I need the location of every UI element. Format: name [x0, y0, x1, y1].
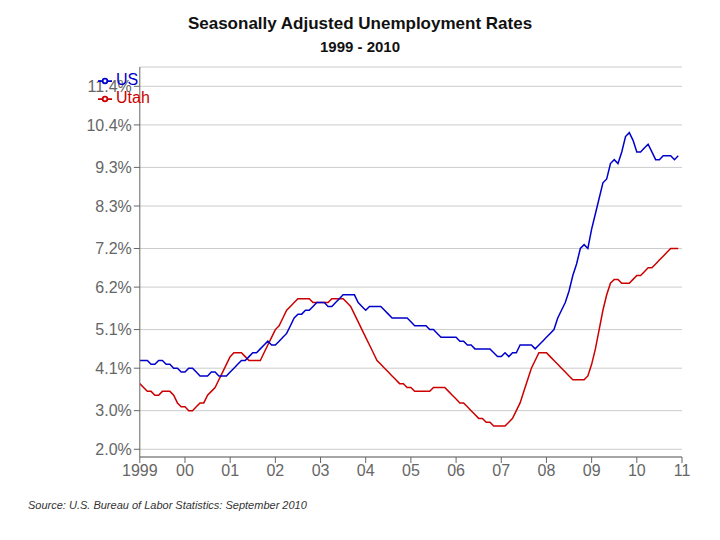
svg-text:5.1%: 5.1%	[95, 321, 131, 338]
svg-text:4.1%: 4.1%	[95, 360, 131, 377]
svg-text:03: 03	[312, 462, 330, 479]
svg-text:09: 09	[583, 462, 601, 479]
svg-text:00: 00	[176, 462, 194, 479]
svg-text:07: 07	[492, 462, 510, 479]
svg-text:06: 06	[447, 462, 465, 479]
svg-text:9.3%: 9.3%	[95, 159, 131, 176]
svg-text:3.0%: 3.0%	[95, 402, 131, 419]
svg-text:04: 04	[357, 462, 375, 479]
svg-text:11.4%: 11.4%	[88, 78, 132, 95]
svg-text:7.2%: 7.2%	[95, 240, 131, 257]
svg-text:2.0%: 2.0%	[95, 441, 131, 458]
svg-text:02: 02	[266, 462, 284, 479]
svg-text:01: 01	[221, 462, 239, 479]
svg-text:11: 11	[674, 462, 691, 479]
svg-text:1999: 1999	[122, 462, 158, 479]
svg-text:05: 05	[402, 462, 420, 479]
svg-text:8.3%: 8.3%	[95, 198, 131, 215]
svg-text:10.4%: 10.4%	[86, 117, 131, 134]
svg-text:08: 08	[538, 462, 556, 479]
svg-text:10: 10	[628, 462, 646, 479]
svg-text:6.2%: 6.2%	[95, 279, 131, 296]
